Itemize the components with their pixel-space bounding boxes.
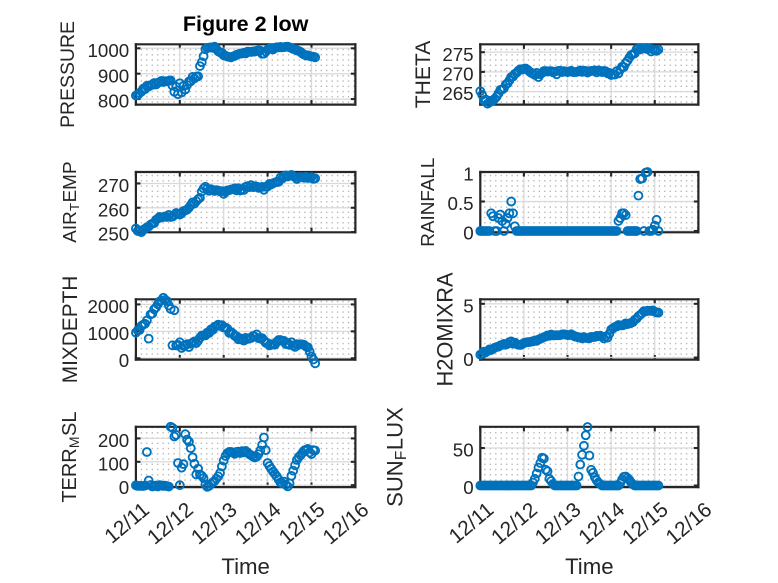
svg-text:250: 250	[98, 224, 129, 245]
svg-text:2000: 2000	[88, 296, 130, 317]
svg-text:0: 0	[119, 477, 129, 498]
svg-text:MIXDEPTH: MIXDEPTH	[59, 276, 82, 384]
svg-text:0.5: 0.5	[448, 193, 474, 214]
svg-text:100: 100	[98, 453, 129, 474]
svg-text:200: 200	[98, 430, 129, 451]
svg-text:1: 1	[463, 164, 473, 185]
svg-text:265: 265	[442, 83, 473, 104]
svg-text:0: 0	[463, 477, 473, 498]
svg-text:THETA: THETA	[412, 40, 435, 109]
svg-text:Time: Time	[221, 554, 270, 579]
svg-text:RAINFALL: RAINFALL	[418, 158, 439, 247]
svg-text:1000: 1000	[88, 323, 130, 344]
svg-text:Time: Time	[565, 554, 614, 579]
svg-text:900: 900	[98, 65, 129, 86]
svg-text:0: 0	[463, 349, 473, 370]
svg-text:1000: 1000	[88, 40, 130, 61]
svg-text:PRESSURE: PRESSURE	[57, 21, 79, 128]
svg-text:0: 0	[119, 350, 129, 371]
svg-text:270: 270	[442, 63, 473, 84]
svg-text:5: 5	[463, 295, 473, 316]
svg-text:A I R E: A I R E M P T	[56, 155, 82, 242]
svg-text:T E R R: T E R R S L M	[56, 405, 82, 502]
svg-text:50: 50	[453, 440, 474, 461]
svg-text:260: 260	[98, 199, 129, 220]
svg-text:0: 0	[463, 223, 473, 244]
svg-text:800: 800	[98, 91, 129, 112]
svg-text:275: 275	[442, 44, 473, 65]
svg-text:Figure 2 low: Figure 2 low	[183, 12, 309, 36]
svg-text:270: 270	[98, 175, 129, 196]
svg-text:S U N L: S U N L U X F	[383, 401, 411, 507]
svg-text:H2OMIXRA: H2OMIXRA	[433, 272, 458, 387]
